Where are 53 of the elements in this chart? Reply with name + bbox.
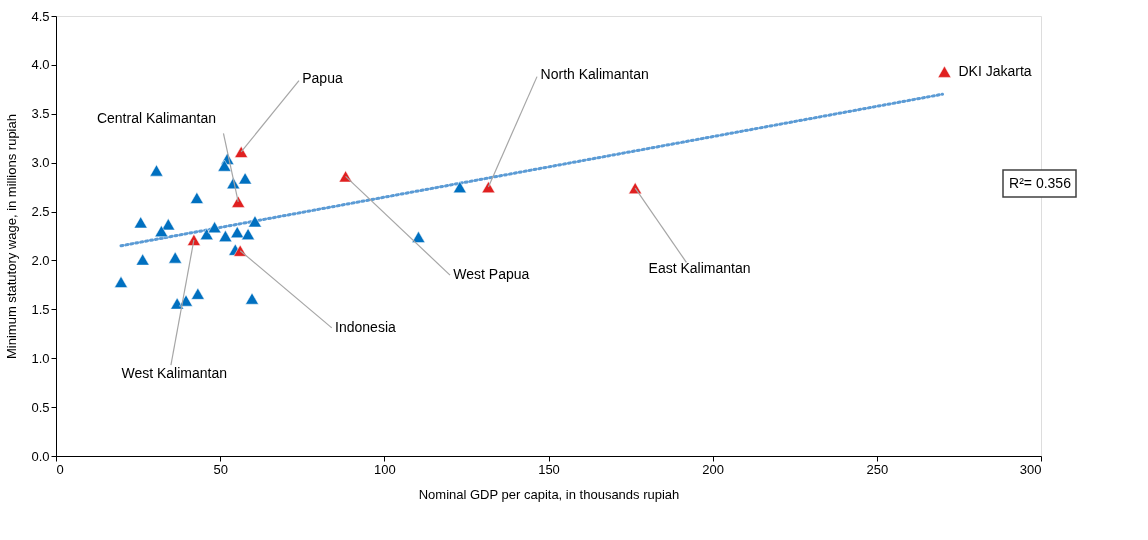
point xyxy=(230,226,245,238)
y-tick-label: 3.5 xyxy=(31,106,50,122)
point xyxy=(168,251,182,264)
annotation: West Papua xyxy=(453,266,530,283)
x-tick-label: 300 xyxy=(1019,461,1042,477)
point xyxy=(154,225,169,238)
x-tick-label: 150 xyxy=(538,461,560,477)
point xyxy=(149,164,164,177)
point xyxy=(481,181,496,194)
point xyxy=(453,181,467,194)
x-tick-label: 50 xyxy=(213,461,228,477)
annotation: North Kalimantan xyxy=(540,65,649,82)
y-tick-label: 1.5 xyxy=(31,301,50,317)
point xyxy=(245,292,259,305)
point xyxy=(234,146,248,158)
x-tick-label: 100 xyxy=(373,461,396,477)
point xyxy=(135,253,150,266)
point xyxy=(133,216,148,229)
point xyxy=(937,65,952,78)
annotation: Indonesia xyxy=(335,318,397,335)
y-tick-label: 2.5 xyxy=(31,204,50,220)
y-tick-label: 1.0 xyxy=(31,350,50,366)
point xyxy=(217,159,232,172)
x-axis-title: Nominal GDP per capita, in thousands rupiah xyxy=(418,486,680,502)
y-tick-label: 3.0 xyxy=(31,155,50,171)
y-tick-label: 2.0 xyxy=(31,252,50,268)
annotation: Central Kalimantan xyxy=(96,109,216,126)
point xyxy=(187,234,201,246)
point xyxy=(199,228,214,240)
y-tick-label: 0.5 xyxy=(31,399,50,415)
y-tick-label: 0.0 xyxy=(31,448,50,464)
point xyxy=(231,195,245,208)
point xyxy=(190,191,204,204)
y-tick-label: 4.0 xyxy=(31,57,50,73)
annotation: R²= 0.356 xyxy=(1009,174,1072,191)
point xyxy=(191,287,205,300)
annotation: DKI Jakarta xyxy=(958,62,1032,79)
annotation: Papua xyxy=(302,69,343,86)
point xyxy=(161,218,176,231)
point xyxy=(238,172,252,185)
y-axis-title: Minimum statutory wage, in millions rupiah xyxy=(4,114,20,359)
point xyxy=(218,230,233,242)
annotation: West Kalimantan xyxy=(121,364,227,381)
y-tick-label: 4.5 xyxy=(31,8,50,24)
point xyxy=(241,228,255,240)
x-tick-label: 200 xyxy=(702,461,725,477)
x-tick-label: 0 xyxy=(56,461,64,477)
point xyxy=(411,231,426,243)
x-tick-label: 250 xyxy=(866,461,889,477)
point xyxy=(114,276,128,288)
point xyxy=(207,221,222,234)
point xyxy=(248,215,262,228)
annotation: East Kalimantan xyxy=(648,260,751,277)
